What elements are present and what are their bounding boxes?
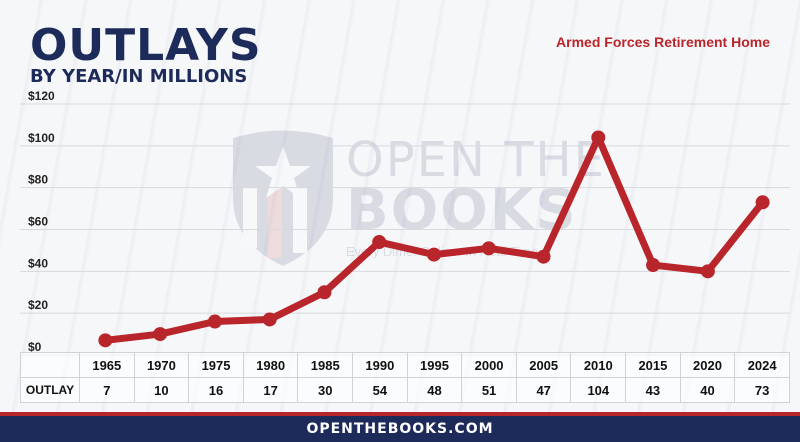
year-cell: 1990	[352, 352, 408, 378]
data-point-2024	[755, 195, 770, 210]
outlay-value-cell: 48	[406, 377, 463, 403]
data-point-1990	[372, 235, 387, 250]
year-cell: 1975	[188, 352, 244, 378]
year-row: 1965 1970 1975 1980 1985 1990 1995 2000 2005 2010…	[20, 352, 790, 378]
data-point-2005	[536, 249, 551, 264]
year-cell: 2005	[515, 352, 572, 378]
outlay-value-cell: 16	[188, 377, 244, 403]
y-tick-label: $60	[28, 215, 48, 229]
data-point-1985	[317, 285, 332, 300]
year-cell: 1965	[79, 352, 135, 378]
outlay-value-cell: 40	[679, 377, 736, 403]
year-cell: 2020	[679, 352, 736, 378]
footer-accent-bar	[0, 412, 800, 416]
outlay-value-cell: 10	[133, 377, 190, 403]
outlay-value-cell: 17	[242, 377, 299, 403]
year-cell: 1980	[242, 352, 299, 378]
outlay-value-cell: 47	[515, 377, 572, 403]
outlay-row: OUTLAY 7 10 16 17 30 54 48 51 47 104 43 40 73	[20, 377, 790, 403]
y-tick-label: $0	[28, 340, 42, 354]
year-cell: 2024	[734, 352, 790, 378]
year-cell: 1995	[406, 352, 463, 378]
y-tick-label: $80	[28, 173, 48, 187]
year-cell: 2015	[625, 352, 681, 378]
outlay-value-cell: 51	[461, 377, 517, 403]
data-point-1970	[153, 327, 168, 342]
outlay-value-cell: 7	[79, 377, 135, 403]
data-point-1995	[427, 247, 441, 262]
outlay-value-cell: 30	[297, 377, 354, 403]
footer-url: OPENTHEBOOKS.COM	[0, 416, 800, 442]
year-cell: 2010	[570, 352, 627, 378]
page-subtitle: BY YEAR/IN MILLIONS	[30, 66, 248, 87]
page-title: OUTLAYS	[30, 20, 262, 71]
data-point-2020	[700, 264, 715, 279]
data-point-1965	[98, 333, 113, 348]
year-cell: 2000	[461, 352, 517, 378]
year-cell: 1985	[297, 352, 354, 378]
outlay-value-cell: 54	[352, 377, 408, 403]
y-tick-label: $40	[28, 256, 48, 270]
data-table: 1965 1970 1975 1980 1985 1990 1995 2000 2005 2010…	[20, 352, 790, 403]
y-tick-label: $100	[28, 131, 55, 145]
year-cell: 1970	[133, 352, 190, 378]
outlay-value-cell: 43	[625, 377, 681, 403]
agency-name: Armed Forces Retirement Home	[556, 34, 770, 50]
outlay-row-label: OUTLAY	[20, 377, 80, 403]
data-point-2010	[591, 130, 606, 145]
data-point-2015	[646, 258, 661, 273]
y-tick-label: $120	[28, 89, 55, 103]
data-point-1980	[262, 312, 277, 327]
outlay-value-cell: 104	[570, 377, 627, 403]
outlay-value-cell: 73	[734, 377, 790, 403]
data-point-1975	[207, 314, 222, 329]
y-tick-label: $20	[28, 298, 48, 312]
year-header-blank	[20, 352, 80, 378]
data-point-2000	[481, 241, 496, 256]
series-line	[101, 133, 767, 344]
